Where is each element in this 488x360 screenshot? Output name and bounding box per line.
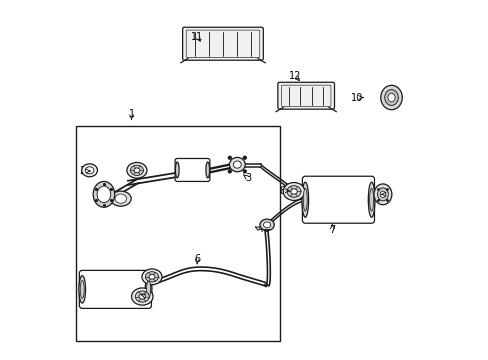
Text: 12: 12 (288, 71, 301, 81)
FancyBboxPatch shape (79, 270, 151, 309)
FancyBboxPatch shape (277, 82, 334, 109)
Ellipse shape (81, 164, 97, 177)
Circle shape (228, 156, 231, 159)
Ellipse shape (283, 183, 304, 201)
Ellipse shape (93, 181, 115, 207)
Text: 10: 10 (350, 93, 363, 103)
Text: 7: 7 (328, 225, 335, 235)
Ellipse shape (377, 188, 387, 201)
Text: 9: 9 (384, 189, 390, 199)
Ellipse shape (80, 280, 84, 298)
Ellipse shape (110, 191, 131, 206)
Ellipse shape (134, 168, 140, 173)
Ellipse shape (85, 167, 94, 174)
Ellipse shape (233, 161, 241, 168)
Ellipse shape (263, 222, 270, 228)
Text: 6: 6 (194, 254, 200, 264)
Ellipse shape (380, 191, 385, 198)
Ellipse shape (384, 90, 398, 105)
Text: 4: 4 (257, 225, 263, 234)
Text: 11: 11 (191, 32, 203, 41)
Ellipse shape (175, 162, 179, 178)
Ellipse shape (260, 219, 274, 230)
Circle shape (243, 156, 246, 159)
Ellipse shape (290, 189, 297, 194)
Text: 1: 1 (128, 109, 134, 119)
Ellipse shape (145, 276, 152, 303)
FancyBboxPatch shape (302, 176, 374, 223)
FancyBboxPatch shape (182, 27, 263, 60)
Ellipse shape (130, 165, 143, 175)
Ellipse shape (115, 194, 126, 203)
Ellipse shape (131, 288, 153, 305)
Ellipse shape (229, 157, 244, 172)
Text: 3: 3 (244, 173, 251, 183)
Circle shape (243, 170, 246, 173)
Ellipse shape (205, 162, 209, 178)
Ellipse shape (380, 85, 402, 110)
Ellipse shape (303, 188, 306, 211)
Ellipse shape (139, 294, 145, 299)
Text: 5: 5 (144, 292, 150, 302)
Text: 2: 2 (79, 166, 85, 176)
Ellipse shape (142, 269, 162, 285)
Ellipse shape (149, 274, 155, 279)
Ellipse shape (302, 182, 308, 217)
Ellipse shape (97, 186, 110, 203)
Ellipse shape (373, 184, 391, 205)
Ellipse shape (387, 93, 394, 102)
Ellipse shape (286, 186, 301, 197)
Text: 8: 8 (279, 186, 285, 196)
FancyBboxPatch shape (175, 158, 209, 181)
Circle shape (228, 170, 231, 173)
Bar (76, 126, 280, 341)
Ellipse shape (367, 182, 374, 217)
Ellipse shape (369, 188, 373, 211)
Ellipse shape (145, 272, 158, 282)
Ellipse shape (126, 162, 147, 178)
Ellipse shape (135, 291, 149, 302)
Ellipse shape (79, 276, 85, 303)
Ellipse shape (146, 280, 150, 298)
